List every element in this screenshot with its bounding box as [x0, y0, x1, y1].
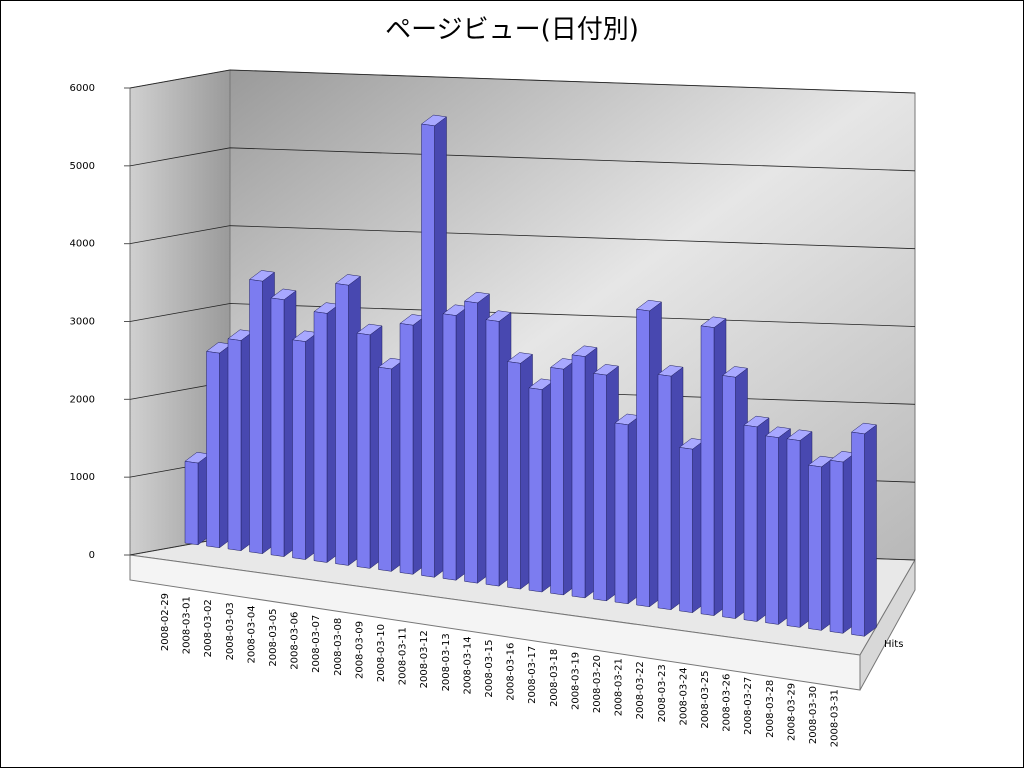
x-tick-label: 2008-03-24: [678, 667, 689, 725]
y-tick-label: 0: [89, 550, 95, 561]
bar: [636, 308, 650, 608]
x-tick-label: 2008-03-20: [592, 655, 603, 713]
grid-line: [129, 147, 916, 172]
x-tick-label: 2008-03-05: [268, 609, 279, 667]
bar: [270, 297, 285, 557]
bar: [292, 339, 306, 560]
bar: [184, 460, 199, 546]
bar: [679, 447, 693, 613]
x-tick-label: 2008-03-18: [549, 649, 560, 707]
bar-side: [864, 424, 877, 637]
x-tick-label: 2008-03-12: [419, 630, 430, 688]
y-tick-label: 6000: [70, 83, 95, 94]
bar: [571, 354, 586, 599]
x-tick-label: 2008-03-28: [765, 680, 776, 738]
x-tick-label: 2008-03-01: [182, 596, 193, 654]
x-tick-label: 2008-03-14: [462, 636, 473, 694]
x-tick-label: 2008-03-06: [290, 612, 301, 670]
x-tick-label: 2008-03-04: [246, 605, 257, 663]
x-tick-label: 2008-03-15: [484, 640, 495, 698]
x-tick-label: 2008-03-11: [398, 627, 409, 685]
bar: [378, 366, 392, 572]
x-tick-label: 2008-03-26: [722, 674, 733, 732]
y-tick-label: 3000: [70, 317, 95, 328]
x-tick-label: 2008-03-13: [441, 633, 452, 691]
x-tick-label: 2008-03-22: [635, 661, 646, 719]
bar: [550, 367, 564, 596]
x-tick-label: 2008-03-23: [657, 664, 668, 722]
x-tick-label: 2008-03-31: [830, 689, 841, 747]
x-tick-label: 2008-03-29: [786, 683, 797, 741]
bar: [657, 374, 672, 610]
bar: [421, 123, 435, 578]
bar: [206, 351, 220, 549]
bar: [700, 325, 715, 616]
chart-title: ページビュー(日付別): [385, 15, 639, 45]
legend-label: Hits: [884, 639, 903, 650]
x-tick-label: 2008-03-25: [700, 671, 711, 729]
bar: [614, 422, 629, 605]
bar: [829, 459, 844, 634]
bar: [313, 311, 328, 563]
y-tick-label: 2000: [70, 394, 95, 405]
bar: [722, 375, 736, 619]
bar: [808, 464, 822, 631]
bar: [765, 435, 779, 625]
x-tick-label: 2008-03-08: [333, 618, 344, 676]
grid-line: [129, 69, 916, 94]
bar: [786, 438, 801, 628]
bar: [442, 313, 457, 581]
bar: [335, 283, 349, 566]
x-tick-label: 2008-03-19: [570, 652, 581, 710]
bar: [851, 431, 865, 637]
x-tick-label: 2008-03-27: [743, 677, 754, 735]
bar: [743, 424, 758, 622]
x-tick-label: 2008-03-03: [225, 602, 236, 660]
x-tick-label: 2008-03-30: [808, 686, 819, 744]
x-tick-label: 2008-03-21: [614, 658, 625, 716]
bar: [528, 387, 543, 593]
bar: [485, 319, 500, 587]
y-tick-label: 5000: [70, 161, 95, 172]
x-tick-label: 2008-03-17: [527, 646, 538, 704]
bar: [507, 361, 521, 590]
bar: [464, 300, 478, 584]
x-tick-label: 2008-03-16: [506, 643, 517, 701]
bar: [399, 323, 414, 575]
bar: [593, 373, 607, 602]
bar: [356, 332, 371, 569]
x-tick-label: 2008-02-29: [160, 593, 171, 651]
bar: [227, 338, 242, 551]
x-tick-label: 2008-03-10: [376, 624, 387, 682]
x-tick-label: 2008-03-09: [354, 621, 365, 679]
y-tick-label: 1000: [70, 472, 95, 483]
x-tick-label: 2008-03-02: [203, 599, 214, 657]
floor-side: [859, 558, 916, 691]
y-tick-label: 4000: [70, 239, 95, 250]
grid-line: [129, 225, 916, 250]
x-tick-label: 2008-03-07: [311, 615, 322, 673]
grid-line: [129, 303, 916, 327]
bar: [249, 279, 263, 554]
